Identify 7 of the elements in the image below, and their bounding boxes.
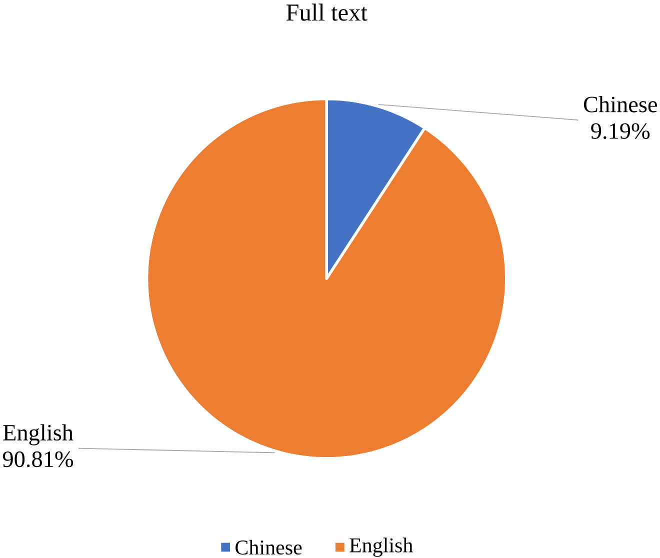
data-label: 9.19% — [591, 123, 650, 140]
legend-label: Chinese — [236, 540, 302, 555]
slice-label: English — [3, 424, 74, 446]
slice-label: Chinese — [584, 96, 657, 112]
chart-title: Full text — [286, 4, 368, 21]
legend-label: English — [350, 538, 413, 557]
data-label: 90.81% — [2, 451, 74, 468]
